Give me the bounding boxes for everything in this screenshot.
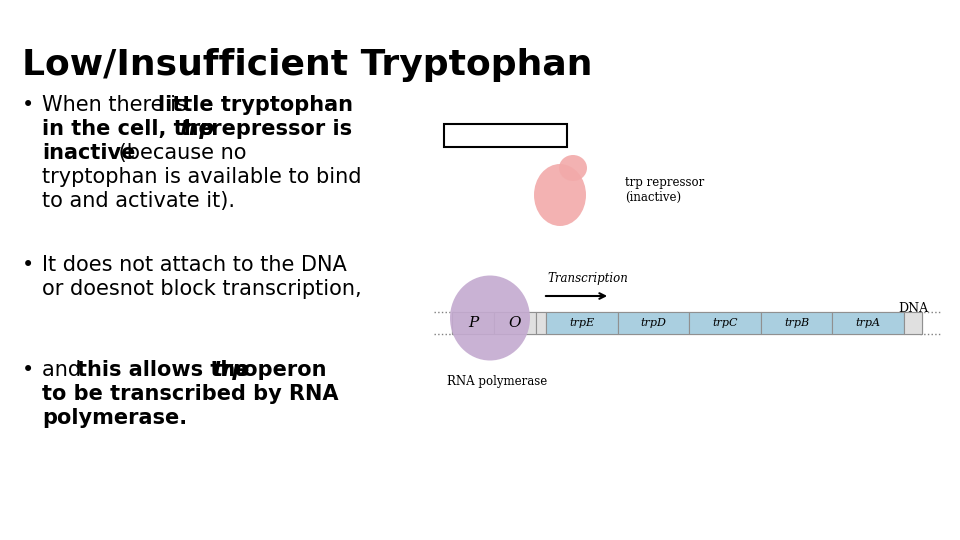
FancyBboxPatch shape	[452, 312, 922, 334]
Text: this allows the: this allows the	[77, 360, 256, 380]
Text: trpA: trpA	[855, 318, 880, 328]
Text: RNA polymerase: RNA polymerase	[447, 375, 547, 388]
Text: to and activate it).: to and activate it).	[42, 191, 235, 211]
Text: repressor is: repressor is	[204, 119, 352, 139]
Text: trpD: trpD	[640, 318, 666, 328]
Text: trp: trp	[179, 119, 214, 139]
FancyBboxPatch shape	[494, 312, 536, 334]
Text: When there is: When there is	[42, 95, 194, 115]
Text: in the cell, the: in the cell, the	[42, 119, 220, 139]
Ellipse shape	[450, 275, 530, 361]
Text: trp repressor
(inactive): trp repressor (inactive)	[625, 176, 705, 204]
Text: •: •	[22, 255, 35, 275]
Text: inactive: inactive	[42, 143, 135, 163]
Text: Transcription: Transcription	[547, 272, 628, 285]
Text: DNA: DNA	[898, 301, 928, 314]
Text: LOW TRYPTOPHAN:: LOW TRYPTOPHAN:	[449, 131, 561, 139]
Text: trpB: trpB	[784, 318, 809, 328]
FancyBboxPatch shape	[452, 312, 494, 334]
Text: •: •	[22, 360, 35, 380]
FancyBboxPatch shape	[546, 312, 617, 334]
Text: It does not attach to the DNA: It does not attach to the DNA	[42, 255, 347, 275]
Text: trpC: trpC	[712, 318, 737, 328]
FancyBboxPatch shape	[689, 312, 761, 334]
Text: trp: trp	[212, 360, 248, 380]
Text: or doesnot block transcription,: or doesnot block transcription,	[42, 279, 362, 299]
FancyBboxPatch shape	[832, 312, 904, 334]
Text: •: •	[22, 95, 35, 115]
Text: to be transcribed by RNA: to be transcribed by RNA	[42, 384, 339, 404]
Ellipse shape	[559, 155, 587, 181]
FancyBboxPatch shape	[617, 312, 689, 334]
Text: little tryptophan: little tryptophan	[158, 95, 353, 115]
Text: and: and	[42, 360, 87, 380]
Text: trpE: trpE	[569, 318, 594, 328]
Text: P: P	[468, 316, 478, 330]
Text: Low/Insufficient Tryptophan: Low/Insufficient Tryptophan	[22, 48, 592, 82]
Text: tryptophan is available to bind: tryptophan is available to bind	[42, 167, 362, 187]
FancyBboxPatch shape	[444, 124, 566, 146]
Ellipse shape	[534, 164, 586, 226]
Text: polymerase.: polymerase.	[42, 408, 187, 428]
Text: O: O	[509, 316, 521, 330]
Text: operon: operon	[236, 360, 326, 380]
FancyBboxPatch shape	[536, 312, 546, 334]
Text: (because no: (because no	[112, 143, 247, 163]
FancyBboxPatch shape	[760, 312, 832, 334]
FancyBboxPatch shape	[904, 312, 922, 334]
